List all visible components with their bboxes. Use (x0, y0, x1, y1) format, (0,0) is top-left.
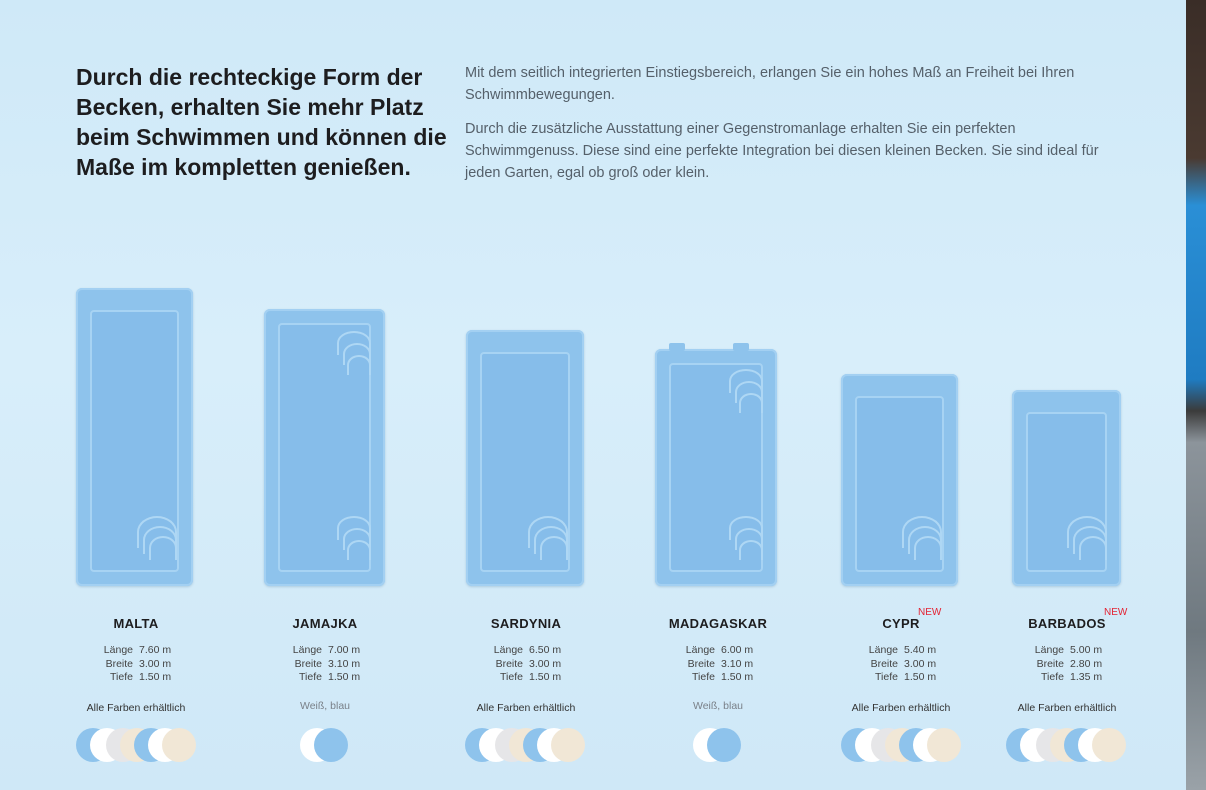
color-swatch-sand (1092, 728, 1126, 762)
length-label: Länge (685, 644, 715, 656)
color-swatches (693, 728, 743, 762)
pool-specs: Länge 7.00 m Breite 3.10 m Tiefe 1.50 m (235, 644, 415, 685)
length-value: 5.40 m (904, 644, 937, 656)
length-value: 6.00 m (721, 644, 754, 656)
width-value: 3.00 m (904, 657, 937, 670)
color-swatch-blue (707, 728, 741, 762)
pool-info-cypr: NEW CYPR Länge 5.40 m Breite 3.00 m Tiefe 1… (811, 600, 991, 762)
color-swatch-blue (314, 728, 348, 762)
depth-value: 1.50 m (529, 671, 562, 683)
width-label: Breite (1036, 657, 1064, 670)
length-value: 5.00 m (1070, 644, 1103, 656)
pool-specs: Länge 5.00 m Breite 2.80 m Tiefe 1.35 m (977, 644, 1157, 685)
depth-value: 1.50 m (904, 671, 937, 683)
intro-text: Mit dem seitlich integrierten Einstiegsb… (465, 62, 1105, 196)
length-value: 7.60 m (139, 644, 172, 656)
pool-specs: Länge 7.60 m Breite 3.00 m Tiefe 1.50 m (46, 644, 226, 685)
pool-info-malta: MALTA Länge 7.60 m Breite 3.00 m Tiefe 1.50… (46, 600, 226, 762)
steps-icon (719, 363, 763, 423)
width-value: 3.00 m (529, 657, 562, 670)
pool-info-sardynia: SARDYNIA Länge 6.50 m Breite 3.00 m Tiefe 1… (436, 600, 616, 762)
color-swatches (1006, 728, 1131, 762)
color-swatch-sand (927, 728, 961, 762)
length-label: Länge (292, 644, 322, 656)
depth-value: 1.50 m (721, 671, 754, 683)
pool-name: MADAGASKAR (668, 616, 768, 631)
depth-label: Tiefe (299, 671, 322, 683)
pool-specs: Länge 6.00 m Breite 3.10 m Tiefe 1.50 m (628, 644, 808, 685)
pool-image-jamajka (264, 309, 385, 586)
color-availability: Alle Farben erhältlich (851, 702, 951, 714)
pool-image-barbados (1012, 390, 1121, 586)
steps-icon (1063, 510, 1107, 570)
color-swatches (76, 728, 201, 762)
pool-name: CYPR (882, 616, 920, 631)
width-label: Breite (495, 657, 523, 670)
depth-label: Tiefe (110, 671, 133, 683)
depth-value: 1.50 m (328, 671, 361, 683)
pool-specs: Länge 5.40 m Breite 3.00 m Tiefe 1.50 m (811, 644, 991, 685)
pool-name: JAMAJKA (292, 616, 358, 631)
depth-value: 1.50 m (139, 671, 172, 683)
steps-icon (719, 510, 763, 570)
steps-icon (898, 510, 942, 570)
intro-paragraph-2: Durch die zusätzliche Ausstattung einer … (465, 121, 1099, 181)
pool-image-malta (76, 288, 193, 586)
steps-icon (327, 325, 371, 385)
width-label: Breite (870, 657, 898, 670)
pool-image-sardynia (466, 330, 584, 586)
width-value: 2.80 m (1070, 657, 1103, 670)
new-badge: NEW (918, 607, 942, 618)
pool-image-madagaskar (655, 343, 777, 586)
depth-label: Tiefe (875, 671, 898, 683)
length-label: Länge (1034, 644, 1064, 656)
width-value: 3.10 m (328, 657, 361, 670)
length-value: 6.50 m (529, 644, 562, 656)
color-swatches (465, 728, 590, 762)
depth-label: Tiefe (1041, 671, 1064, 683)
color-availability: Weiß, blau (300, 700, 350, 712)
width-value: 3.10 m (721, 657, 754, 670)
pool-image-cypr (841, 374, 958, 586)
width-label: Breite (294, 657, 322, 670)
color-availability: Alle Farben erhältlich (1017, 702, 1117, 714)
length-label: Länge (103, 644, 133, 656)
pool-specs: Länge 6.50 m Breite 3.00 m Tiefe 1.50 m (436, 644, 616, 685)
steps-icon (133, 510, 177, 570)
length-label: Länge (493, 644, 523, 656)
steps-icon (524, 510, 568, 570)
intro-paragraph-1: Mit dem seitlich integrierten Einstiegsb… (465, 65, 1075, 103)
length-label: Länge (868, 644, 898, 656)
color-availability: Weiß, blau (693, 700, 743, 712)
color-availability: Alle Farben erhältlich (476, 702, 576, 714)
depth-label: Tiefe (692, 671, 715, 683)
steps-icon (327, 510, 371, 570)
pool-name: BARBADOS (1028, 616, 1106, 631)
new-badge: NEW (1104, 607, 1128, 618)
color-swatch-sand (162, 728, 196, 762)
width-label: Breite (687, 657, 715, 670)
pool-name: MALTA (113, 616, 159, 631)
page-headline: Durch die rechteckige Form der Becken, e… (76, 64, 447, 180)
pool-info-jamajka: JAMAJKA Länge 7.00 m Breite 3.10 m Tiefe 1.… (235, 600, 415, 762)
pool-info-madagaskar: MADAGASKAR Länge 6.00 m Breite 3.10 m Tief… (628, 600, 808, 762)
pool-name: SARDYNIA (490, 616, 562, 631)
width-label: Breite (105, 657, 133, 670)
color-swatches (841, 728, 966, 762)
color-swatches (300, 728, 350, 762)
depth-label: Tiefe (500, 671, 523, 683)
color-availability: Alle Farben erhältlich (86, 702, 186, 714)
color-swatch-sand (551, 728, 585, 762)
width-value: 3.00 m (139, 657, 172, 670)
depth-value: 1.35 m (1070, 671, 1103, 683)
pool-info-barbados: NEW BARBADOS Länge 5.00 m Breite 2.80 m Ti… (977, 600, 1157, 762)
length-value: 7.00 m (328, 644, 361, 656)
adjacent-page-photo (1186, 0, 1206, 790)
